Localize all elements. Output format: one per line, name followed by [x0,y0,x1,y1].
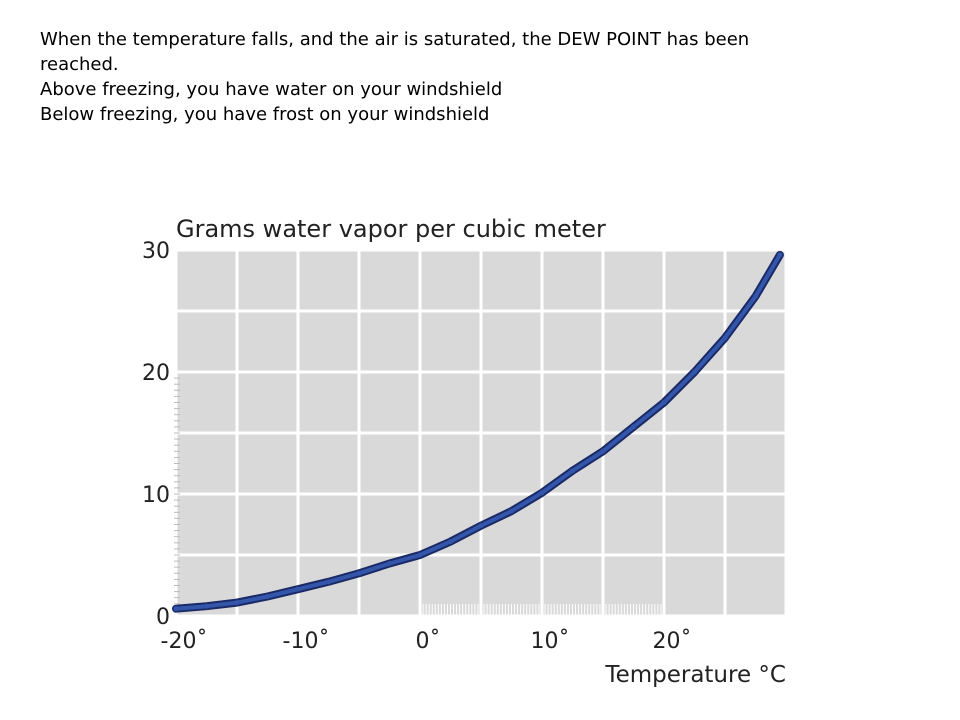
x-axis-title: Temperature °C [604,662,786,688]
chart-title: Grams water vapor per cubic meter [176,215,606,243]
x-tick-label: -10˚ [283,629,330,654]
grid-lines [174,248,788,618]
x-tick-label: 20˚ [653,629,692,654]
text-line-1: When the temperature falls, and the air … [40,29,750,50]
text-line-2: reached. [40,54,119,75]
y-tick-label: 10 [142,483,170,508]
data-point [753,293,758,299]
data-point [631,424,636,430]
data-point [600,448,606,454]
data-point [295,586,301,592]
x-tick-label: -20˚ [161,629,208,654]
data-point [661,400,667,405]
data-point [356,570,362,576]
data-point [234,600,240,606]
minor-ticks [174,377,662,616]
x-tick-label: 10˚ [531,629,570,654]
data-point [173,606,179,612]
data-point [326,579,331,585]
data-point [777,252,783,258]
y-tick-label: 0 [156,605,170,630]
description-text: When the temperature falls, and the air … [40,27,840,127]
data-point [692,369,697,375]
data-point [570,468,575,474]
series-group [172,250,784,613]
data-point [417,552,423,558]
data-point [478,523,484,529]
x-tick-label: 0˚ [416,629,441,654]
data-point [265,593,270,599]
data-point [387,561,392,567]
data-point [539,490,545,496]
data-point [204,603,209,609]
data-point [509,508,514,514]
x-tick-labels: -20˚ -10˚ 0˚ 10˚ 20˚ [161,629,692,654]
text-line-4: Below freezing, you have frost on your w… [40,104,490,125]
y-tick-labels: 0 10 20 30 [142,239,170,630]
data-point [448,539,453,545]
text-line-3: Above freezing, you have water on your w… [40,79,503,100]
data-point [722,335,728,341]
y-tick-label: 20 [142,361,170,386]
y-tick-label: 30 [142,239,170,264]
